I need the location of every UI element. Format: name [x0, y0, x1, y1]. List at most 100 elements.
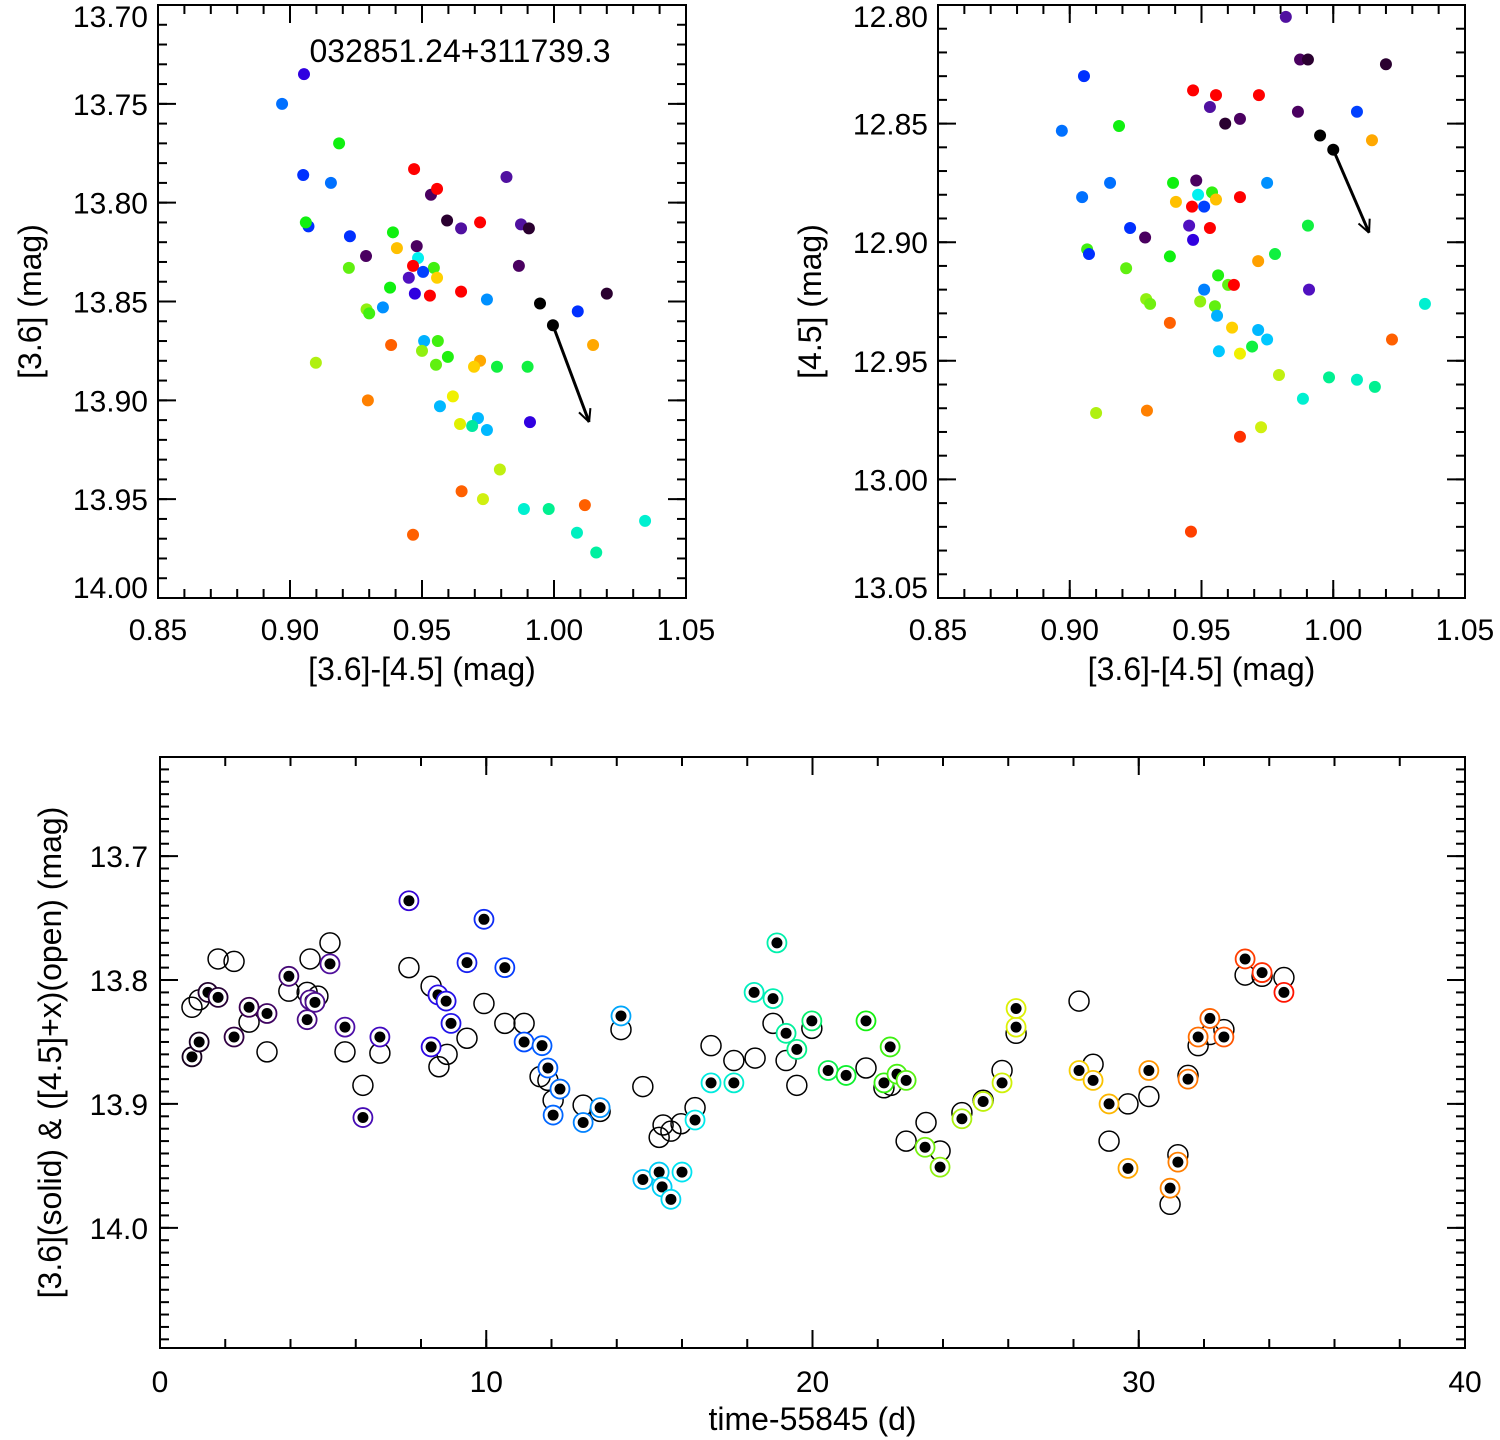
- data-point: [416, 344, 428, 357]
- data-point: [431, 335, 444, 348]
- data-point: [1183, 219, 1196, 232]
- solid-point-36: [1087, 1074, 1099, 1086]
- data-point: [1350, 373, 1363, 386]
- data-point: [1255, 421, 1268, 434]
- data-point: [1233, 191, 1246, 204]
- solid-point-36: [212, 991, 224, 1003]
- open-point-45: [256, 1041, 278, 1063]
- open-point-45: [775, 1049, 797, 1072]
- solid-point-36: [919, 1141, 931, 1153]
- y-axis-title: [4.5] (mag): [792, 224, 828, 379]
- solid-point-36: [1122, 1162, 1134, 1174]
- data-point: [417, 265, 430, 278]
- data-point: [522, 222, 535, 235]
- solid-point-36: [1278, 986, 1290, 998]
- y-tick-label: 14.0: [90, 1213, 148, 1246]
- solid-point-36: [884, 1041, 896, 1053]
- solid-point-36: [860, 1015, 872, 1027]
- data-point: [1233, 112, 1246, 125]
- data-point: [1246, 340, 1259, 353]
- solid-point-36: [445, 1017, 457, 1029]
- data-point: [521, 360, 534, 373]
- open-point-45: [700, 1034, 722, 1057]
- open-point-45: [181, 996, 203, 1019]
- data-point: [1082, 248, 1095, 261]
- data-point: [1198, 283, 1211, 296]
- extinction-arrow-head: [588, 408, 592, 423]
- data-point: [1296, 392, 1309, 405]
- solid-point-36: [1256, 967, 1268, 979]
- data-point: [299, 216, 312, 229]
- data-point: [418, 335, 431, 348]
- data-point: [1077, 70, 1090, 83]
- data-point: [455, 485, 468, 498]
- data-point: [523, 416, 536, 429]
- data-point: [1279, 10, 1292, 23]
- data-point: [1303, 283, 1316, 296]
- data-point: [1194, 295, 1207, 308]
- y-tick-label: 13.00: [853, 464, 928, 497]
- data-point: [1187, 233, 1200, 246]
- data-point: [1208, 300, 1221, 313]
- solid-point-36: [1192, 1031, 1204, 1043]
- x-axis-title: [3.6]-[4.5] (mag): [308, 651, 536, 687]
- extinction-arrow-head: [1357, 222, 1370, 234]
- data-point: [407, 528, 420, 541]
- data-point: [390, 242, 403, 255]
- solid-point-36: [822, 1064, 834, 1076]
- data-point: [1209, 89, 1222, 102]
- solid-point-36: [425, 1041, 437, 1053]
- data-point: [385, 338, 398, 351]
- data-point: [1186, 200, 1199, 213]
- solid-point-36: [653, 1166, 665, 1178]
- data-point: [480, 423, 493, 436]
- solid-point-36: [309, 996, 321, 1008]
- solid-point-36: [780, 1027, 792, 1039]
- y-axis-title: [3.6](solid) & ([4.5]+x)(open) (mag): [32, 807, 68, 1299]
- x-tick-label: 1.00: [1304, 614, 1362, 647]
- data-point: [542, 503, 555, 516]
- data-point: [1139, 231, 1152, 244]
- plot-frame: [159, 756, 1466, 1349]
- data-point: [512, 259, 525, 272]
- data-point: [1219, 117, 1232, 130]
- data-point: [441, 350, 454, 363]
- data-point: [427, 261, 440, 274]
- open-point-45: [632, 1075, 654, 1098]
- open-point-45: [723, 1049, 745, 1072]
- data-point: [1203, 100, 1216, 113]
- solid-point-36: [996, 1077, 1008, 1089]
- data-point: [297, 168, 310, 181]
- solid-point-36: [676, 1166, 688, 1178]
- x-tick-label: 0.95: [1172, 614, 1230, 647]
- data-point: [1076, 191, 1089, 204]
- data-point: [1269, 248, 1282, 261]
- x-tick-label: 0.85: [909, 614, 967, 647]
- data-point: [1192, 188, 1205, 201]
- solid-point-36: [1239, 953, 1251, 965]
- x-axis-title: time-55845 (d): [708, 1401, 916, 1437]
- open-point-45: [1117, 1093, 1139, 1115]
- open-point-45: [223, 950, 245, 973]
- solid-point-36: [705, 1077, 717, 1089]
- data-point: [1233, 430, 1246, 443]
- x-axis-title: [3.6]-[4.5] (mag): [1088, 651, 1316, 687]
- data-point: [587, 338, 600, 351]
- solid-point-36: [637, 1173, 649, 1185]
- data-point: [408, 163, 421, 176]
- data-point: [1163, 316, 1176, 329]
- data-point: [1203, 221, 1216, 234]
- data-point: [1252, 323, 1265, 336]
- y-tick-label: 13.90: [73, 385, 148, 418]
- data-point: [342, 261, 355, 274]
- open-point-45: [299, 948, 321, 970]
- x-tick-label: 40: [1448, 1366, 1481, 1399]
- solid-point-36: [594, 1102, 606, 1114]
- open-point-45: [1138, 1085, 1160, 1108]
- data-point: [480, 293, 493, 306]
- x-tick-label: 0.90: [261, 614, 319, 647]
- data-point: [1211, 309, 1224, 322]
- solid-point-36: [374, 1031, 386, 1043]
- data-point: [639, 514, 652, 527]
- data-point: [376, 301, 389, 314]
